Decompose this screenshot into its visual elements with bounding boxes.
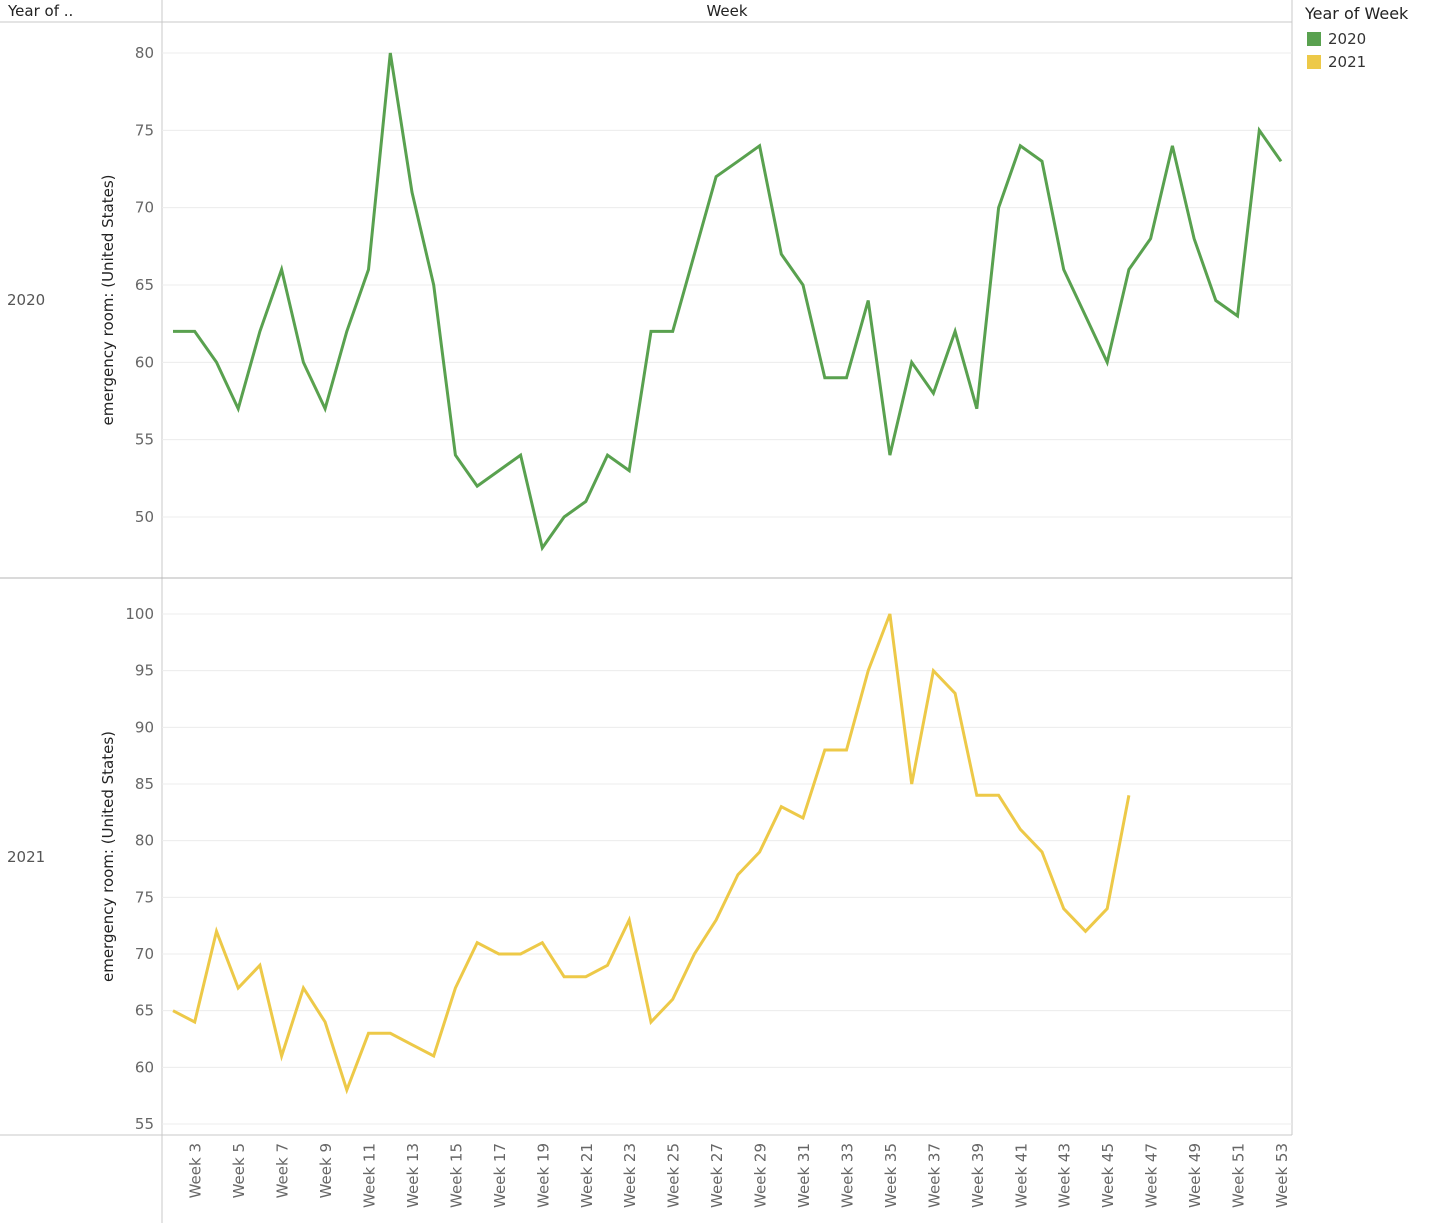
y-tick-label: 55 bbox=[135, 1115, 154, 1133]
x-tick-label: Week 53 bbox=[1273, 1143, 1291, 1208]
x-tick-label: Week 33 bbox=[838, 1143, 856, 1208]
legend-title: Year of Week bbox=[1305, 4, 1409, 23]
y-tick-label: 80 bbox=[135, 44, 154, 62]
series-line-2020 bbox=[173, 52, 1283, 552]
y-tick-label: 50 bbox=[135, 508, 154, 526]
x-tick-label: Week 17 bbox=[491, 1143, 509, 1208]
y-tick-label: 65 bbox=[135, 276, 154, 294]
x-tick-label: Week 15 bbox=[447, 1143, 465, 1208]
y-tick-label: 100 bbox=[125, 605, 154, 623]
y-tick-label: 60 bbox=[135, 1058, 154, 1076]
x-tick-label: Week 27 bbox=[708, 1143, 726, 1208]
x-tick-label: Week 23 bbox=[621, 1143, 639, 1208]
legend-item-2020[interactable]: 2020 bbox=[1305, 27, 1408, 50]
x-tick-label: Week 41 bbox=[1012, 1143, 1030, 1208]
y-tick-label: 75 bbox=[135, 121, 154, 139]
legend-swatch-2021 bbox=[1307, 54, 1321, 69]
x-tick-label: Week 51 bbox=[1230, 1143, 1248, 1208]
x-tick-label: Week 43 bbox=[1056, 1143, 1074, 1208]
row-label-2021: 2021 bbox=[7, 848, 45, 866]
legend-label-2020: 2020 bbox=[1328, 29, 1367, 48]
column-header-week: Week bbox=[706, 2, 748, 20]
legend: Year of Week 2020 2021 bbox=[1305, 4, 1408, 73]
row-header-label: Year of .. bbox=[8, 2, 74, 20]
x-tick-label: Week 21 bbox=[578, 1143, 596, 1208]
y-tick-label: 70 bbox=[135, 199, 154, 217]
row-label-2020: 2020 bbox=[7, 291, 45, 309]
y-tick-label: 70 bbox=[135, 945, 154, 963]
x-tick-label: Week 29 bbox=[752, 1143, 770, 1208]
x-tick-label: Week 19 bbox=[534, 1143, 552, 1208]
x-tick-label: Week 37 bbox=[925, 1143, 943, 1208]
x-tick-label: Week 11 bbox=[361, 1143, 379, 1208]
series-line-2021 bbox=[172, 613, 1131, 1095]
x-tick-label: Week 13 bbox=[404, 1143, 422, 1208]
legend-swatch-2020 bbox=[1307, 31, 1321, 46]
y-tick-label: 55 bbox=[135, 431, 154, 449]
x-tick-label: Week 31 bbox=[795, 1143, 813, 1208]
y-tick-label: 95 bbox=[135, 662, 154, 680]
y-tick-label: 65 bbox=[135, 1002, 154, 1020]
legend-item-2021[interactable]: 2021 bbox=[1305, 50, 1408, 73]
y-tick-label: 90 bbox=[135, 718, 154, 736]
x-tick-label: Week 45 bbox=[1099, 1143, 1117, 1208]
y-axis-label: emergency room: (United States) bbox=[99, 174, 117, 425]
x-tick-label: Week 3 bbox=[187, 1143, 205, 1198]
y-tick-label: 60 bbox=[135, 353, 154, 371]
y-tick-label: 80 bbox=[135, 832, 154, 850]
x-tick-label: Week 25 bbox=[665, 1143, 683, 1208]
legend-label-2021: 2021 bbox=[1328, 52, 1367, 71]
x-tick-label: Week 9 bbox=[317, 1143, 335, 1198]
x-tick-label: Week 5 bbox=[230, 1143, 248, 1198]
y-axis-label: emergency room: (United States) bbox=[99, 731, 117, 982]
y-tick-label: 85 bbox=[135, 775, 154, 793]
x-tick-label: Week 39 bbox=[969, 1143, 987, 1208]
y-tick-label: 75 bbox=[135, 888, 154, 906]
x-tick-label: Week 47 bbox=[1143, 1143, 1161, 1208]
x-tick-label: Week 7 bbox=[274, 1143, 292, 1198]
x-tick-label: Week 35 bbox=[882, 1143, 900, 1208]
x-tick-label: Week 49 bbox=[1186, 1143, 1204, 1208]
